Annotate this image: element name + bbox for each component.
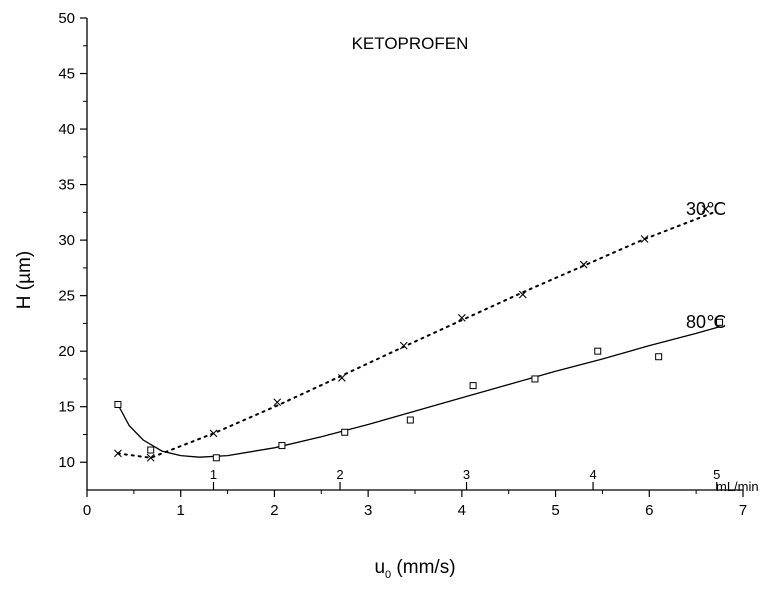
series-1-point (212, 454, 220, 462)
chart-title: KETOPROFEN (352, 34, 469, 53)
flow-axis-unit: mL/min (716, 479, 759, 494)
series-0-point (114, 449, 122, 458)
y-tick-label-45: 45 (58, 66, 75, 83)
series-1-point (469, 382, 477, 390)
series-0-point (518, 290, 527, 299)
series-1-point (594, 347, 602, 355)
series-1-point (531, 375, 539, 383)
series-0-point (338, 373, 346, 382)
series-0-fit-line (116, 210, 718, 459)
x-axis-label-main: u (374, 557, 385, 578)
x-tick-label-0: 0 (83, 502, 91, 519)
series-1-point (341, 428, 349, 436)
series-0-point (579, 260, 588, 269)
x-tick-label-2: 2 (270, 502, 278, 519)
series-0-point (399, 341, 408, 350)
series-0-point (640, 235, 649, 243)
y-tick-label-20: 20 (58, 343, 75, 360)
x-tick-label-1: 1 (177, 502, 185, 519)
y-tick-label-30: 30 (58, 232, 75, 249)
series-1-fit-line (117, 326, 720, 458)
series-1-point (147, 446, 155, 454)
series-layer (114, 205, 724, 462)
series-0-point (701, 205, 710, 213)
series-0-point (273, 398, 282, 407)
flow-tick-label-3: 3 (463, 467, 470, 482)
y-tick-label-25: 25 (58, 288, 75, 305)
y-tick-label-15: 15 (58, 399, 75, 416)
series-label-30: 30℃ (686, 199, 726, 219)
flow-tick-label-4: 4 (589, 467, 596, 482)
x-tick-label-7: 7 (739, 502, 747, 519)
series-1-point (655, 353, 663, 361)
x-axis-label-sub: 0 (385, 569, 391, 581)
x-tick-label-6: 6 (645, 502, 653, 519)
flow-tick-label-1: 1 (210, 467, 217, 482)
series-1-point (406, 416, 414, 424)
series-1-point (278, 442, 286, 450)
y-tick-label-40: 40 (58, 121, 75, 138)
series-label-80: 80℃ (686, 312, 726, 332)
x-tick-label-3: 3 (364, 502, 372, 519)
y-tick-label-50: 50 (58, 10, 75, 27)
y-axis-label: H (µm) (14, 251, 35, 309)
x-tick-label-5: 5 (551, 502, 559, 519)
y-tick-label-35: 35 (58, 177, 75, 194)
x-axis-label: u0 (mm/s) (374, 557, 455, 581)
x-axis-label-rest: (mm/s) (391, 557, 455, 578)
x-tick-label-4: 4 (458, 502, 466, 519)
flow-tick-label-2: 2 (336, 467, 343, 482)
y-tick-label-10: 10 (58, 454, 75, 471)
series-0-point (457, 313, 466, 322)
series-0-point (209, 429, 218, 438)
series-1-point (716, 318, 724, 326)
flow-tick-label-5: 5 (713, 467, 720, 482)
series-0-point (146, 453, 155, 462)
series-1-point (114, 400, 122, 408)
